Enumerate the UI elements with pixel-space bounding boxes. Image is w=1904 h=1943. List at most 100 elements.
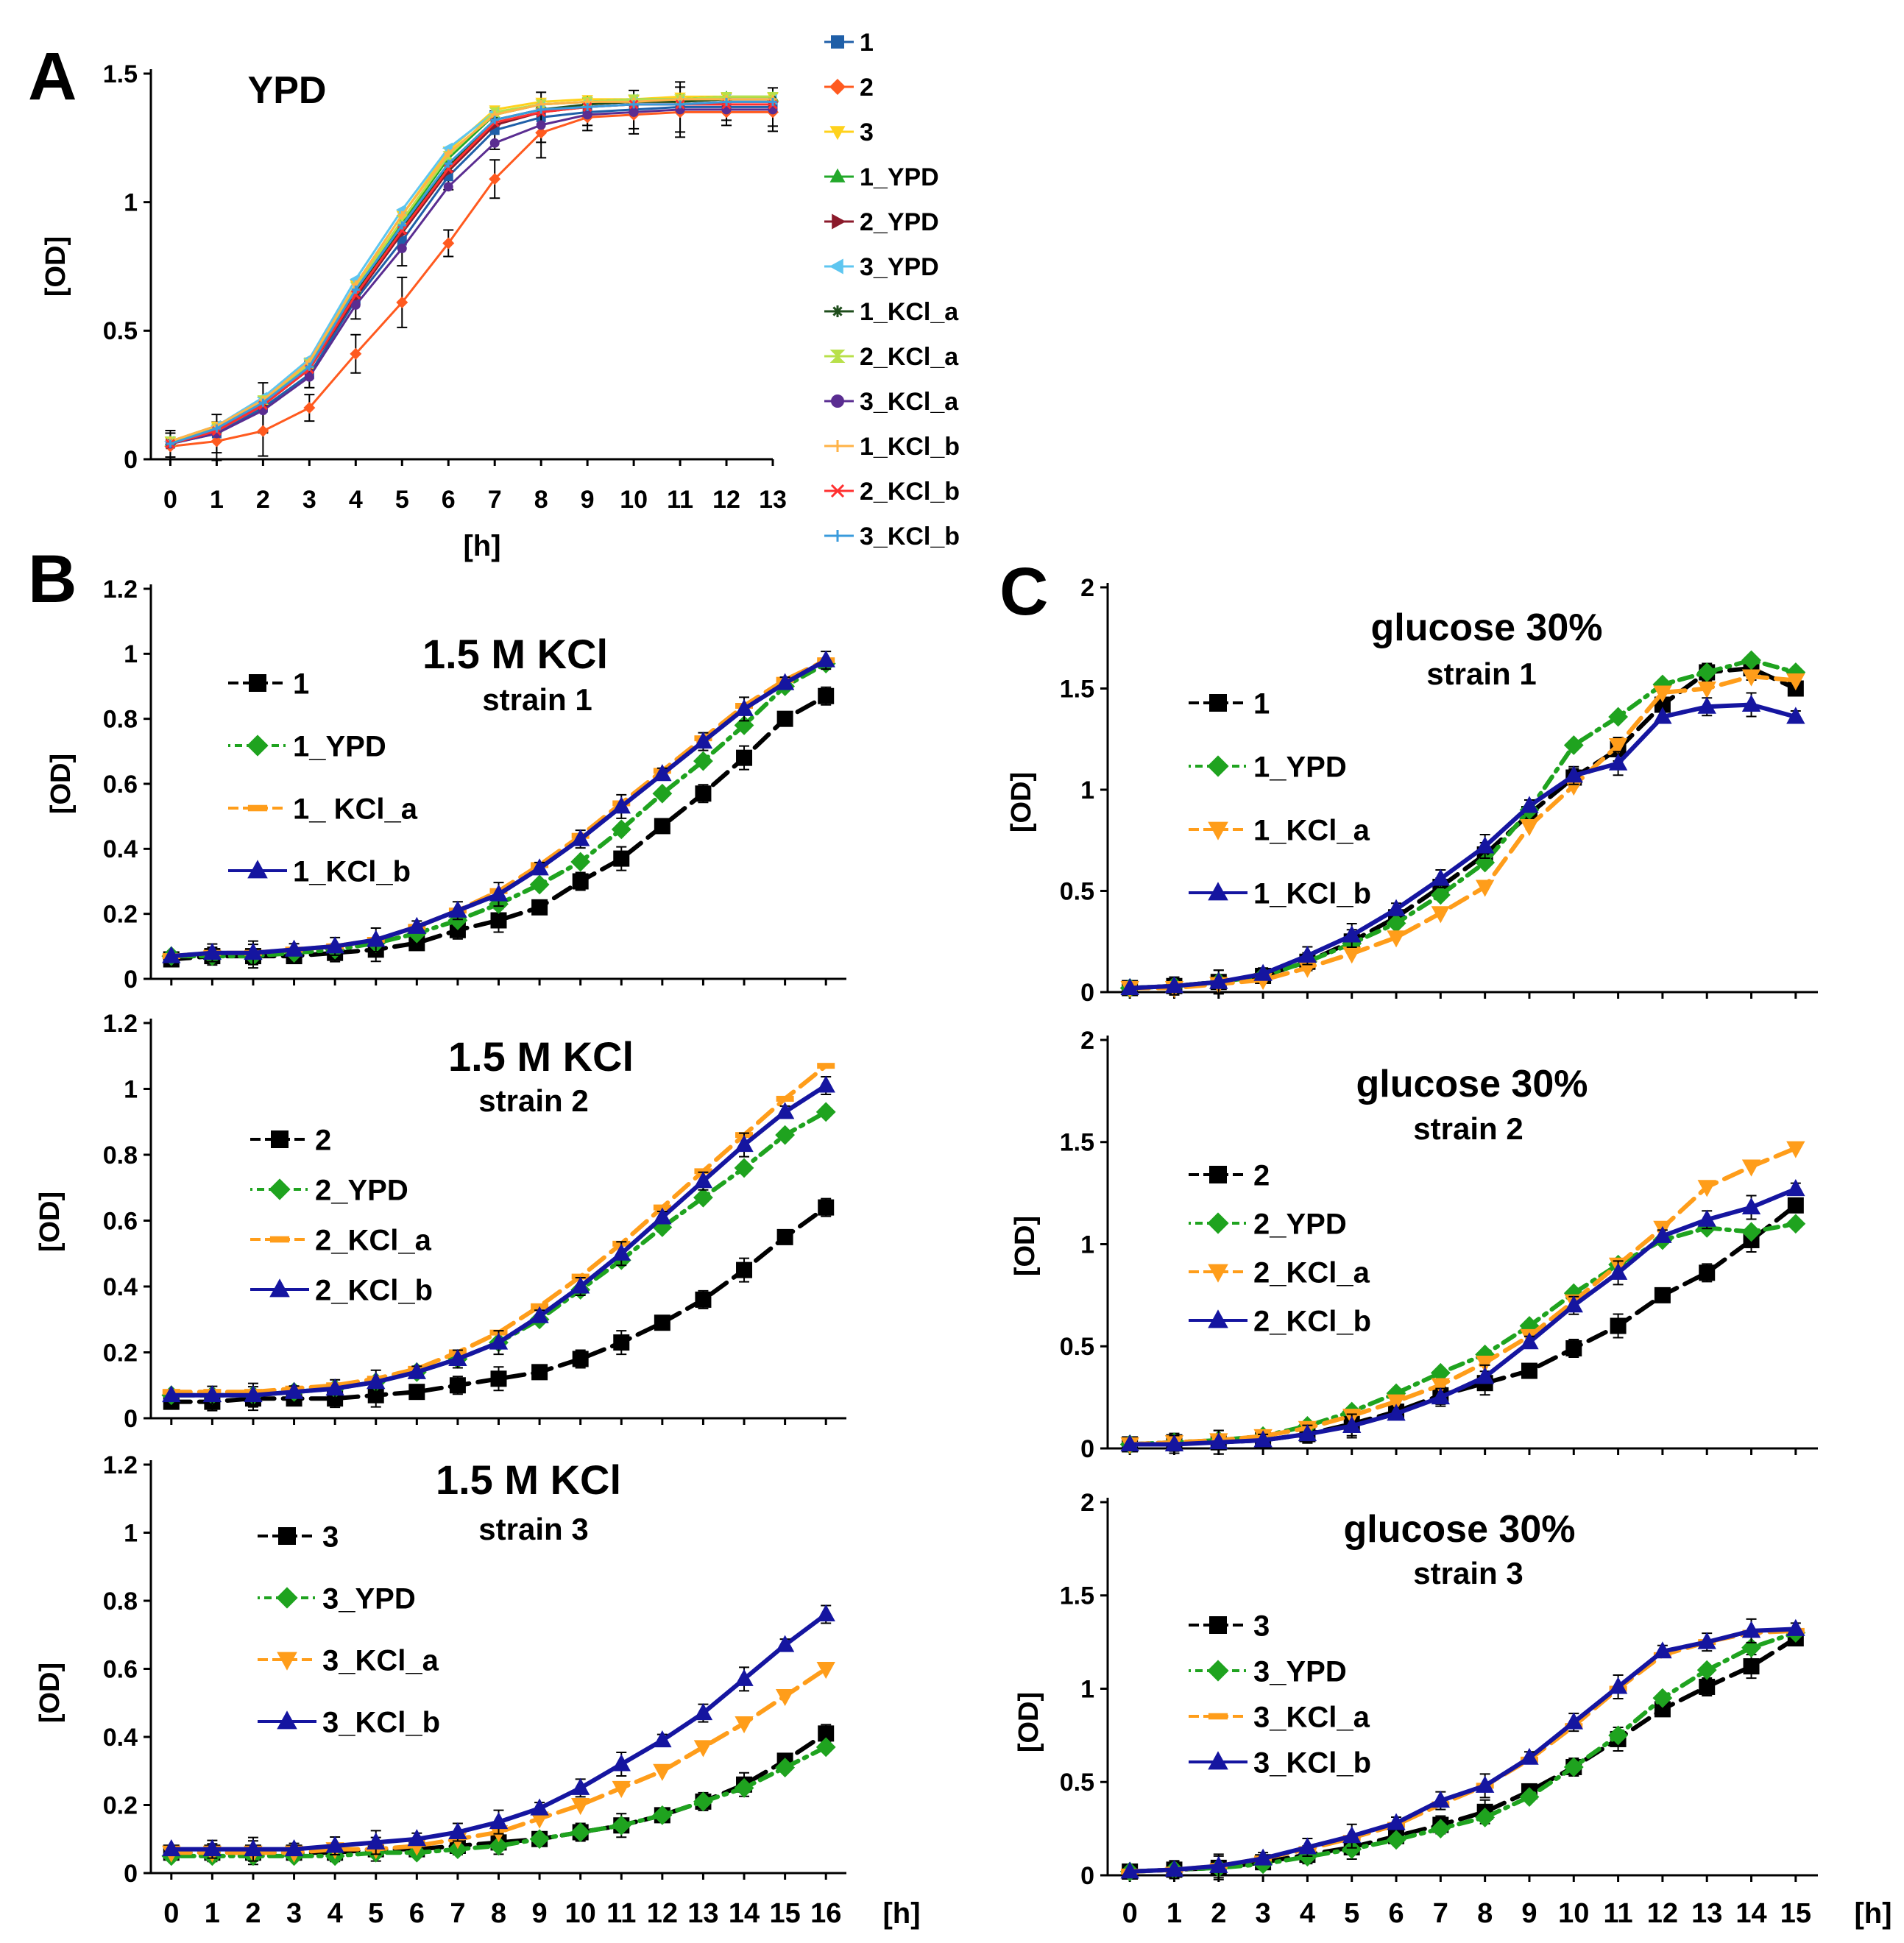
data-point xyxy=(572,873,589,890)
data-point xyxy=(1563,1757,1584,1777)
x-tick-label: 3 xyxy=(302,486,316,514)
data-point xyxy=(397,210,406,219)
legend-label: 1_ KCl_a xyxy=(293,793,418,825)
y-tick-label: 2 xyxy=(1080,1027,1094,1055)
data-point xyxy=(1741,669,1761,687)
data-point xyxy=(693,732,713,749)
legend-item: 2 xyxy=(250,1124,331,1156)
legend-item: 2_KCl_a xyxy=(824,343,959,371)
x-tick-label: 16 xyxy=(810,1898,841,1929)
legend-label: 3_YPD xyxy=(322,1582,416,1615)
legend-item: 2_YPD xyxy=(1189,1208,1347,1240)
data-point xyxy=(818,1199,835,1216)
data-point xyxy=(531,899,548,916)
legend-marker xyxy=(831,394,844,408)
data-point xyxy=(396,296,408,308)
data-point xyxy=(351,285,360,294)
data-point xyxy=(653,764,672,782)
series-line xyxy=(1128,666,1798,991)
series-line xyxy=(169,100,774,445)
data-point xyxy=(817,1063,835,1069)
data-point xyxy=(693,751,713,771)
data-point xyxy=(1610,1317,1627,1334)
data-point xyxy=(305,362,314,371)
series-line xyxy=(1128,1628,1798,1874)
data-point xyxy=(1741,1159,1761,1177)
legend-marker xyxy=(832,305,843,317)
legend-marker xyxy=(1208,1713,1228,1720)
data-point xyxy=(162,946,181,963)
legend-marker xyxy=(829,258,843,275)
data-point xyxy=(815,1102,836,1122)
x-tick-label: 7 xyxy=(450,1898,465,1929)
data-point xyxy=(695,1291,712,1308)
x-tick-label: 2 xyxy=(245,1898,261,1929)
y-tick-label: 0.5 xyxy=(1060,1769,1094,1797)
x-tick-label: 10 xyxy=(1558,1898,1589,1929)
data-point xyxy=(653,1207,672,1225)
data-point xyxy=(1697,1632,1716,1649)
data-point xyxy=(202,943,222,960)
data-point xyxy=(257,425,269,437)
y-axis-label: [OD] xyxy=(35,1192,66,1252)
data-point xyxy=(530,1306,549,1323)
x-tick-label: 9 xyxy=(581,486,595,514)
data-point xyxy=(1386,1830,1406,1850)
data-point xyxy=(1564,1712,1583,1730)
series-1 xyxy=(163,686,835,969)
legend-item: 3_KCl_b xyxy=(824,523,960,551)
legend-label: 3_KCl_a xyxy=(322,1644,439,1677)
x-tick-label: 12 xyxy=(647,1898,678,1929)
legend-label: 2 xyxy=(860,74,874,102)
legend-label: 3 xyxy=(1253,1610,1270,1642)
y-tick-label: 0.5 xyxy=(103,317,138,345)
y-axis-label: [OD] xyxy=(35,1663,66,1723)
data-point xyxy=(612,1754,631,1772)
x-axis-label: [h] xyxy=(882,1897,920,1930)
data-point xyxy=(768,97,777,106)
x-tick-label: 12 xyxy=(1647,1898,1678,1929)
y-tick-label: 0.2 xyxy=(103,1791,138,1819)
series-line xyxy=(1128,674,1798,991)
legend-item: 1 xyxy=(228,668,309,700)
legend-label: 1 xyxy=(1253,687,1270,720)
x-tick-label: 13 xyxy=(1691,1898,1722,1929)
data-point xyxy=(612,796,631,814)
data-point xyxy=(1120,1861,1139,1879)
legend-item: 1_ KCl_a xyxy=(228,793,418,825)
x-tick-label: 5 xyxy=(1344,1898,1359,1929)
data-point xyxy=(735,698,754,716)
chart-subtitle: strain 2 xyxy=(1413,1111,1523,1146)
legend-item: 1_KCl_b xyxy=(1189,877,1371,910)
y-tick-label: 0 xyxy=(1080,1862,1094,1890)
data-point xyxy=(304,372,314,382)
data-point xyxy=(1564,1295,1583,1313)
legend-label: 2_YPD xyxy=(860,208,939,236)
y-tick-label: 0.5 xyxy=(1060,877,1094,905)
series-line xyxy=(169,110,774,447)
legend-marker xyxy=(269,1178,291,1200)
x-tick-label: 13 xyxy=(687,1898,718,1929)
data-point xyxy=(489,884,509,902)
data-point xyxy=(1387,1813,1406,1830)
panel-b1: B 0 0.2 0.4 0.6 0.8 1 1.2 [OD] 1.5 M KCl strain 1 1… xyxy=(28,542,846,994)
y-tick-label: 0.5 xyxy=(1060,1333,1094,1361)
data-point xyxy=(1431,1378,1451,1395)
data-point xyxy=(448,1348,467,1366)
series-2_ypd xyxy=(1119,1214,1806,1454)
data-point xyxy=(162,1839,181,1857)
data-point xyxy=(284,1839,304,1857)
y-tick-label: 1 xyxy=(124,1519,138,1547)
legend: 1 1_YPD 1_ KCl_a 1_KCl_b xyxy=(228,668,418,888)
legend-label: 2 xyxy=(315,1124,331,1156)
series-1_kcl_b xyxy=(162,650,835,966)
legend-label: 2_KCl_b xyxy=(315,1274,433,1306)
legend-marker xyxy=(277,1710,297,1730)
data-point xyxy=(490,1370,507,1387)
chart-subtitle: strain 1 xyxy=(1426,656,1536,691)
x-tick-label: 10 xyxy=(565,1898,596,1929)
x-tick-label: 8 xyxy=(491,1898,506,1929)
data-point xyxy=(570,1276,590,1294)
data-point xyxy=(489,1836,509,1856)
legend-item: 3 xyxy=(1189,1610,1270,1642)
